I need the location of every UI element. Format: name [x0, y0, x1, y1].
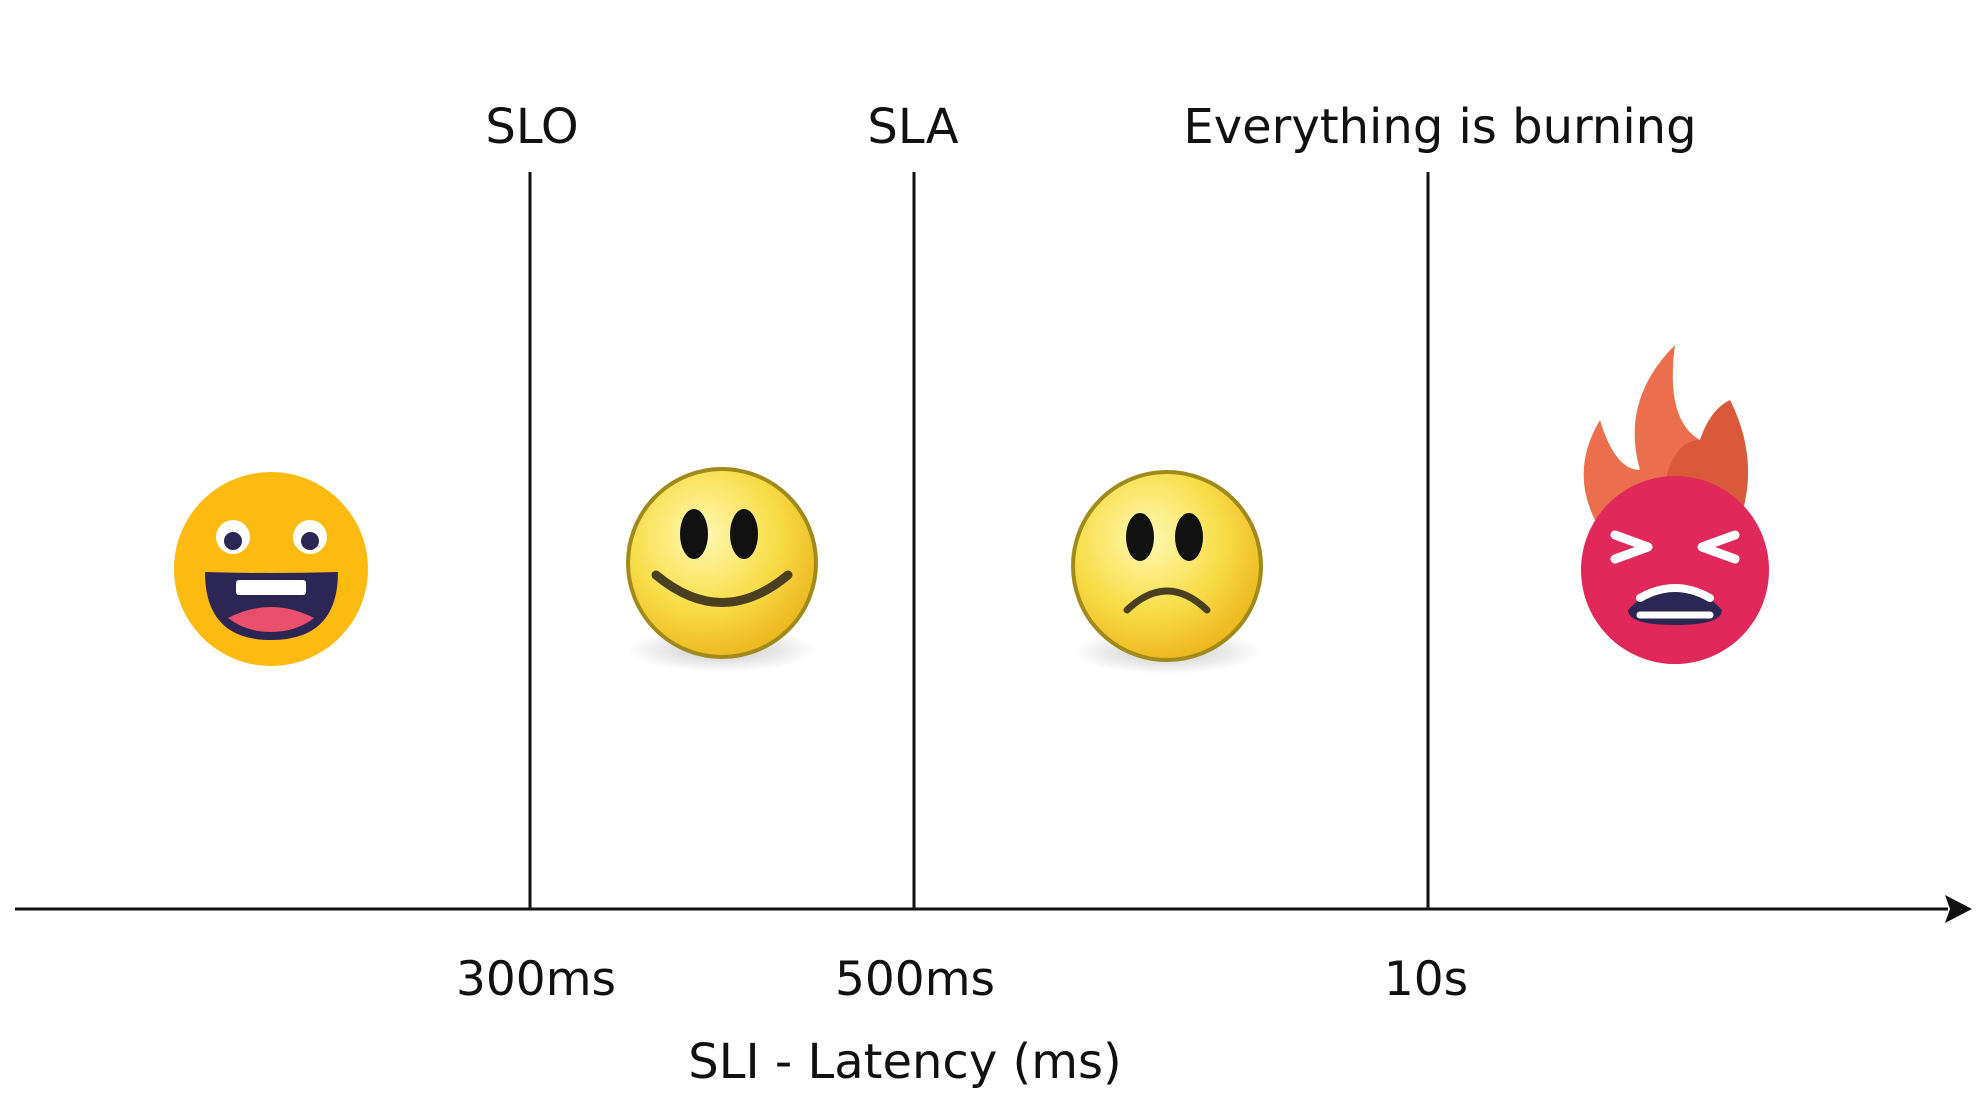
axis-arrow-head — [1945, 895, 1972, 923]
frowning-face-icon — [1071, 470, 1263, 674]
tick-label-burning: 10s — [1384, 952, 1468, 1007]
smiling-face-icon — [626, 467, 818, 672]
angry-burning-face-icon — [1581, 345, 1769, 664]
tick-label-slo: 300ms — [456, 952, 616, 1007]
burning-label: Everything is burning — [1183, 99, 1696, 155]
sla-label: SLA — [867, 99, 958, 155]
laughing-face-icon — [174, 472, 368, 666]
axis-title: SLI - Latency (ms) — [688, 1034, 1121, 1090]
tick-label-sla: 500ms — [835, 952, 995, 1007]
slo-label: SLO — [485, 99, 578, 155]
